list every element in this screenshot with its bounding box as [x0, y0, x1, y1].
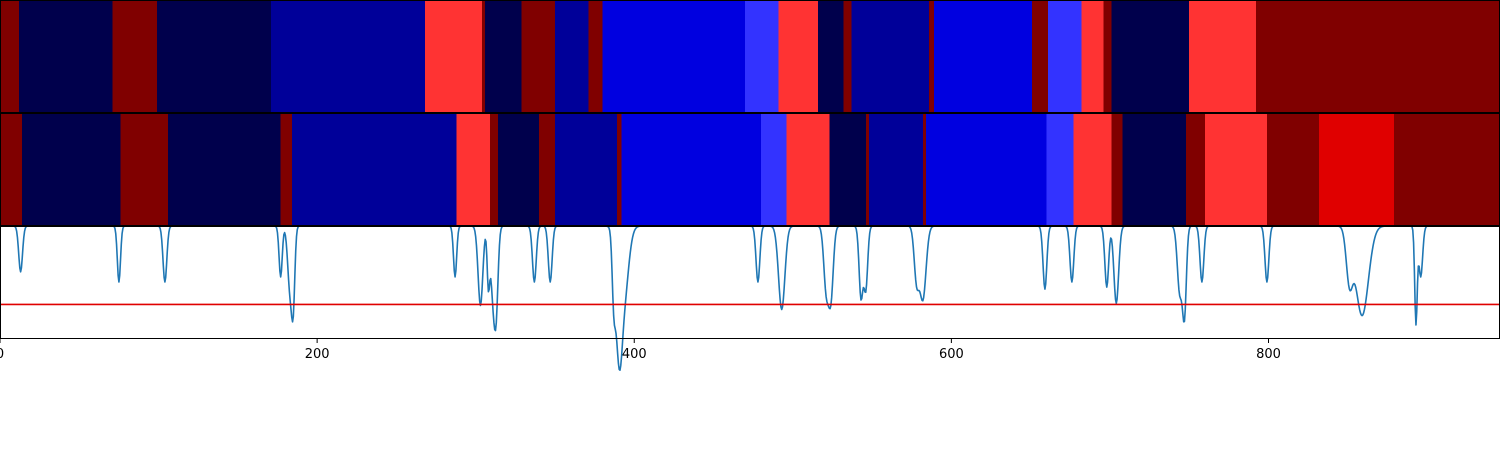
heatmap-cell-1-5: [424, 0, 483, 112]
heatmap-cell-1-12: [745, 0, 780, 112]
heatmap-cell-1-14: [818, 0, 845, 112]
heatmap-cell-2-21: [1073, 113, 1113, 225]
heatmap-cell-1-2: [112, 0, 158, 112]
heatmap-cell-1-13: [778, 0, 819, 112]
heatmap-cell-2-28: [1393, 113, 1500, 225]
heatmap-cell-1-22: [1103, 0, 1113, 112]
heatmap-cell-1-17: [929, 0, 935, 112]
heatmap-cell-1-10: [588, 0, 604, 112]
heatmap-cell-2-23: [1122, 113, 1187, 225]
heatmap-cell-1-19: [1032, 0, 1049, 112]
heatmap-cell-2-8: [497, 113, 540, 225]
heatmap-panel-1: [0, 0, 1500, 112]
heatmap-cell-2-18: [922, 113, 927, 225]
heatmap-cell-2-13: [761, 113, 788, 225]
heatmap-cell-1-9: [554, 0, 589, 112]
heatmap-cell-2-9: [539, 113, 556, 225]
heatmap-cell-2-10: [554, 113, 618, 225]
heatmap-cell-1-25: [1255, 0, 1500, 112]
heatmap-cell-2-25: [1205, 113, 1268, 225]
heatmap-cell-1-4: [271, 0, 426, 112]
heatmap-cell-2-5: [291, 113, 458, 225]
heatmap-cell-2-17: [868, 113, 924, 225]
heatmap-cell-2-1: [22, 113, 122, 225]
x-tick-label-800: 800: [1256, 347, 1281, 362]
heatmap-cell-2-6: [456, 113, 491, 225]
heatmap-cell-2-27: [1319, 113, 1395, 225]
heatmap-cell-1-23: [1111, 0, 1190, 112]
heatmap-panel-2: [0, 113, 1500, 225]
x-tick-label-200: 200: [305, 347, 330, 362]
heatmap-cell-2-15: [829, 113, 867, 225]
heatmap-cell-2-7: [489, 113, 499, 225]
heatmap-cell-2-2: [120, 113, 169, 225]
heatmap-cell-2-11: [616, 113, 623, 225]
x-tick-label-400: 400: [622, 347, 647, 362]
heatmap-cell-1-18: [933, 0, 1033, 112]
heatmap-cell-2-24: [1186, 113, 1206, 225]
heatmap-cell-2-26: [1266, 113, 1320, 225]
heatmap-cell-1-15: [843, 0, 853, 112]
heatmap-cell-1-8: [521, 0, 556, 112]
heatmap-cell-1-20: [1048, 0, 1082, 112]
x-axis: 0 200 400 600 800: [0, 338, 1281, 362]
heatmap-cell-1-7: [485, 0, 523, 112]
heatmap-cell-1-0: [0, 0, 20, 112]
heatmap-cell-1-1: [19, 0, 114, 112]
x-tick-label-0: 0: [0, 347, 4, 362]
heatmap-cell-2-12: [621, 113, 762, 225]
heatmap-cell-1-11: [602, 0, 746, 112]
heatmap-cell-1-21: [1081, 0, 1105, 112]
heatmap-cell-1-3: [156, 0, 272, 112]
heatmap-cell-2-3: [168, 113, 282, 225]
heatmap-cell-2-19: [926, 113, 1048, 225]
x-tick-label-600: 600: [939, 347, 964, 362]
heatmap-cell-1-16: [851, 0, 930, 112]
heatmap-cell-2-16: [865, 113, 870, 225]
heatmap-cell-2-22: [1111, 113, 1124, 225]
heatmap-cell-2-0: [0, 113, 23, 225]
heatmap-cell-2-4: [280, 113, 293, 225]
heatmap-cell-1-24: [1189, 0, 1257, 112]
heatmap-cell-1-6: [482, 0, 486, 112]
heatmap-cell-2-20: [1046, 113, 1075, 225]
heatmap-cell-2-14: [786, 113, 830, 225]
axes-frame-3: [0, 226, 1500, 339]
